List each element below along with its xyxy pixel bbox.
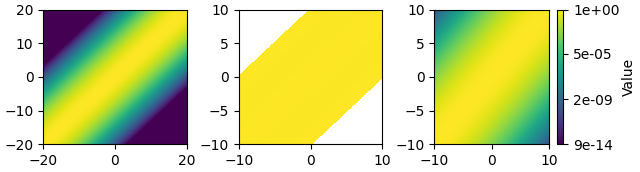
Y-axis label: Value: Value xyxy=(622,58,636,96)
